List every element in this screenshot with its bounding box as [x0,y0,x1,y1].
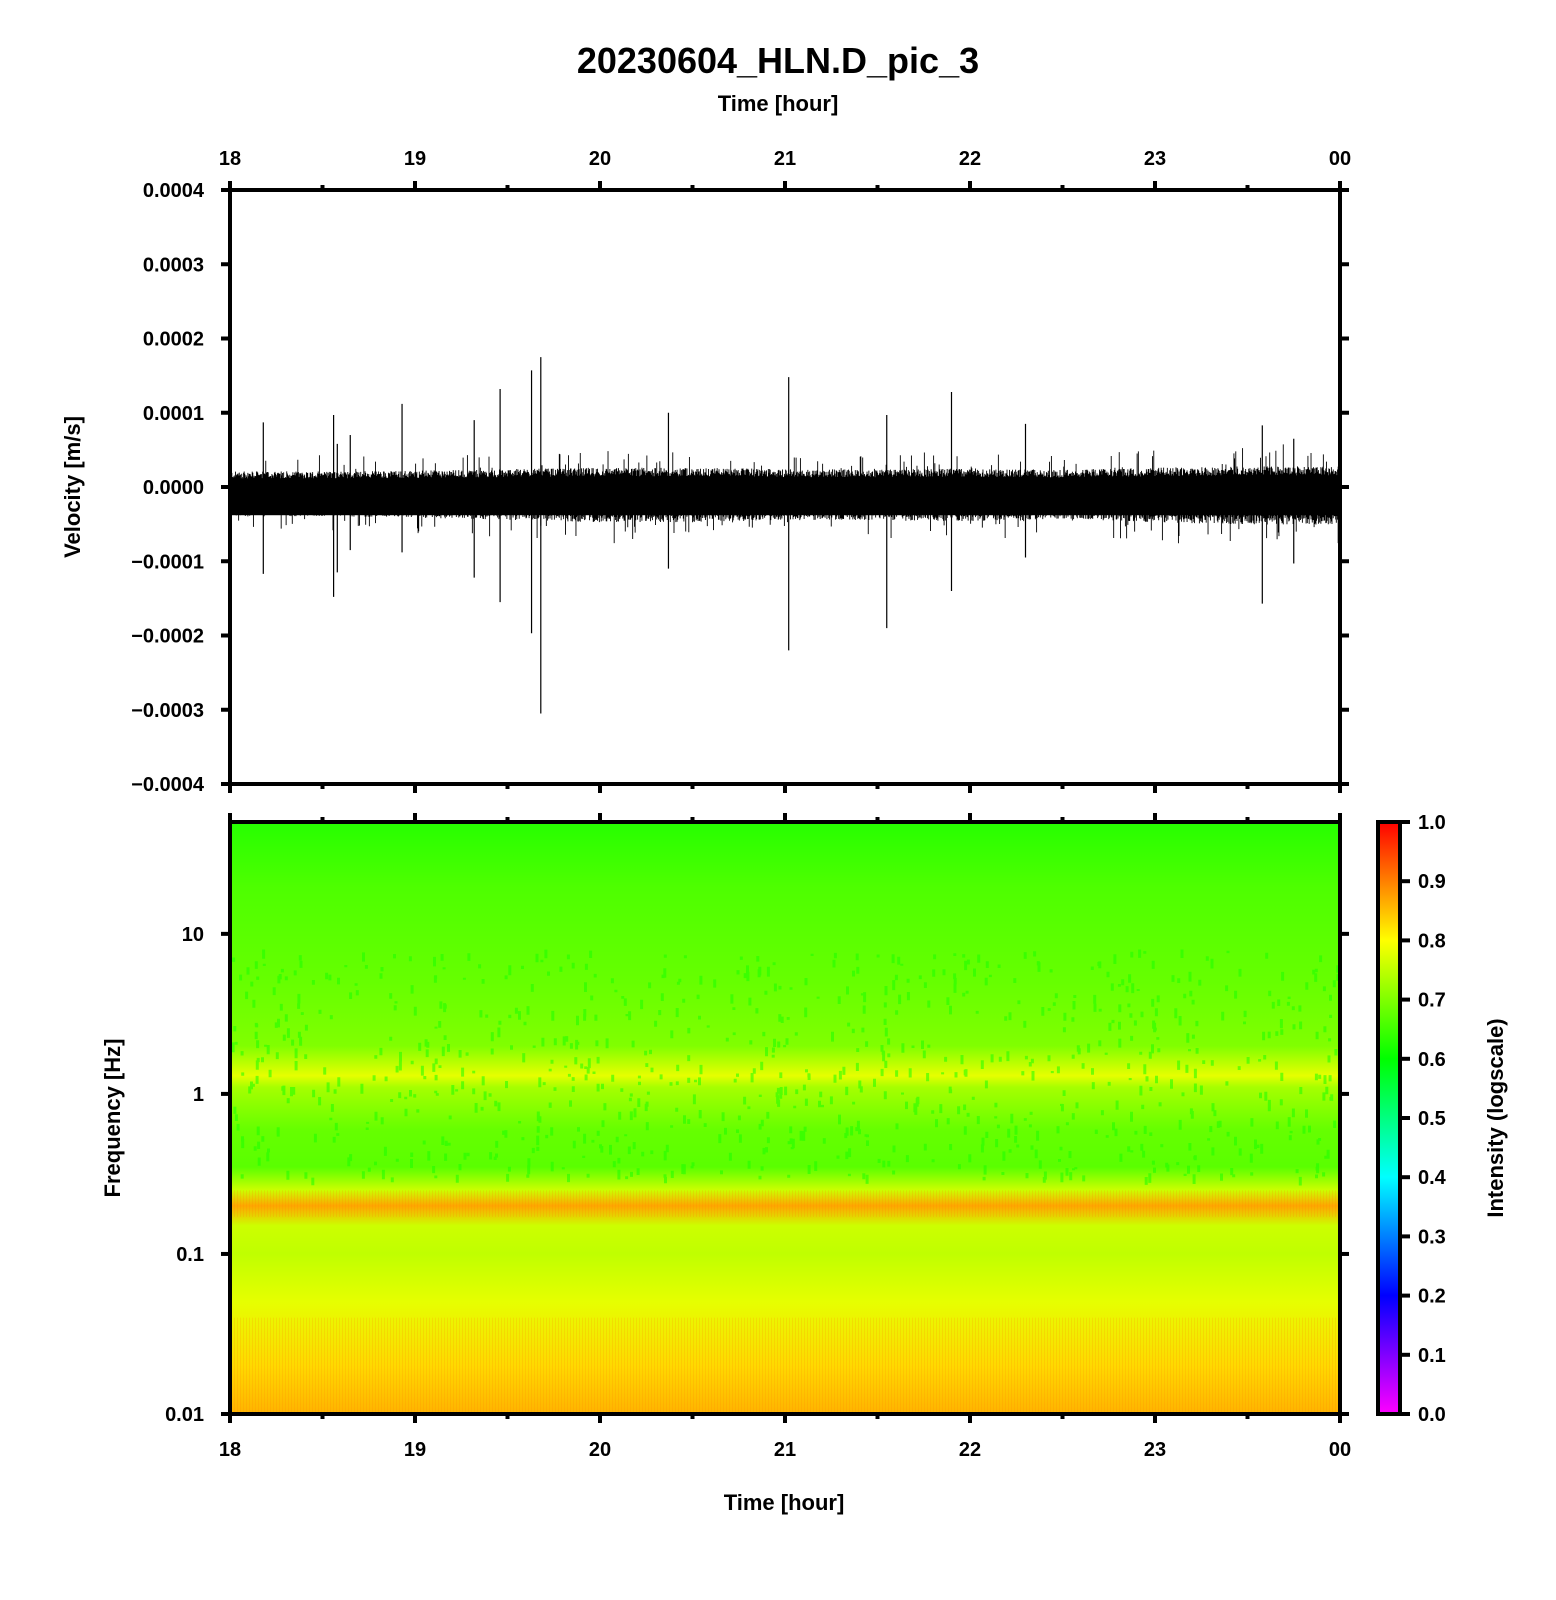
waveform-y-tick-labels: 0.0004 0.0003 0.0002 0.0001 0.0000 −0.0001 −0.… [131,180,205,796]
waveform-x-tick-label: 21 [774,148,796,170]
colorbar-tick-label: 0.9 [1418,871,1446,893]
chart-title: 20230604_HLN.D_pic_3 [577,40,979,81]
spectrogram-low-freq-stripes [230,1317,1340,1414]
waveform-y-axis-label: Velocity [m/s] [60,416,85,558]
waveform-y-tick-label: −0.0001 [131,551,204,573]
colorbar-tick-label: 0.7 [1418,990,1446,1012]
colorbar-tick-label: 0.3 [1418,1226,1446,1248]
waveform-x-tick-label: 22 [959,148,981,170]
waveform-x-tick-label: 00 [1329,148,1351,170]
waveform-x-tick-label: 20 [589,148,611,170]
waveform-y-tick-label: 0.0004 [143,180,205,202]
waveform-y-tick-label: −0.0002 [131,626,204,648]
spectrogram-x-tick-label: 19 [404,1439,426,1461]
spectrogram-y-tick-label: 10 [182,924,204,946]
top-x-axis-label: Time [hour] [718,91,839,116]
spectrogram-x-tick-labels: 18 19 20 21 22 23 00 [219,1439,1351,1461]
colorbar-ticks: 1.0 0.9 0.8 0.7 0.6 0.5 0.4 0.3 0.2 0.1 0.0 [1400,812,1447,1426]
spectrogram-texture [230,949,1340,1414]
colorbar: 1.0 0.9 0.8 0.7 0.6 0.5 0.4 0.3 0.2 0.1 0.0 Intens… [1376,812,1508,1426]
spectrogram-x-tick-label: 20 [589,1439,611,1461]
waveform-panel: 0.0004 0.0003 0.0002 0.0001 0.0000 −0.0001 −0.… [60,148,1351,796]
colorbar-tick-label: 0.0 [1418,1404,1446,1426]
spectrogram-panel: 10 1 0.1 0.01 18 19 20 21 22 23 00 Frequency [Hz]… [100,813,1351,1515]
waveform-y-tick-label: 0.0000 [143,477,204,499]
waveform-y-tick-label: 0.0002 [143,329,204,351]
spectrogram-x-tick-label: 18 [219,1439,241,1461]
waveform-trace [230,357,1340,714]
spectrogram-x-tick-label: 21 [774,1439,796,1461]
waveform-x-tick-label: 19 [404,148,426,170]
colorbar-tick-label: 1.0 [1418,812,1446,834]
waveform-x-tick-label: 18 [219,148,241,170]
spectrogram-x-tick-label: 23 [1144,1439,1166,1461]
waveform-y-tick-label: 0.0003 [143,254,204,276]
colorbar-tick-label: 0.5 [1418,1108,1446,1130]
colorbar-tick-label: 0.2 [1418,1286,1446,1308]
waveform-y-tick-label: −0.0004 [131,774,205,796]
spectrogram-microseism-stripes [230,1190,1340,1218]
bottom-x-axis-label: Time [hour] [724,1490,845,1515]
waveform-x-tick-label: 23 [1144,148,1166,170]
waveform-core [230,481,1340,516]
colorbar-tick-label: 0.6 [1418,1049,1446,1071]
spectrogram-image [230,822,1340,1414]
waveform-y-tick-label: −0.0003 [131,700,204,722]
spectrogram-x-tick-label: 22 [959,1439,981,1461]
spectrogram-ticks [221,813,1349,1423]
spectrogram-y-tick-label: 0.01 [165,1404,204,1426]
waveform-y-tick-label: 0.0001 [143,403,204,425]
spectrogram-x-tick-label: 00 [1329,1439,1351,1461]
colorbar-tick-label: 0.1 [1418,1345,1446,1367]
spectrogram-y-tick-label: 1 [193,1084,204,1106]
colorbar-label: Intensity (logscale) [1483,1018,1508,1217]
colorbar-fill [1378,822,1400,1414]
waveform-ticks [221,181,1349,793]
waveform-x-tick-labels: 18 19 20 21 22 23 00 [219,148,1351,170]
spectrogram-y-tick-labels: 10 1 0.1 0.01 [165,924,204,1426]
spectrogram-y-axis-label: Frequency [Hz] [100,1039,125,1198]
spectrogram-y-tick-label: 0.1 [176,1244,204,1266]
colorbar-tick-label: 0.4 [1418,1167,1447,1189]
colorbar-tick-label: 0.8 [1418,930,1446,952]
